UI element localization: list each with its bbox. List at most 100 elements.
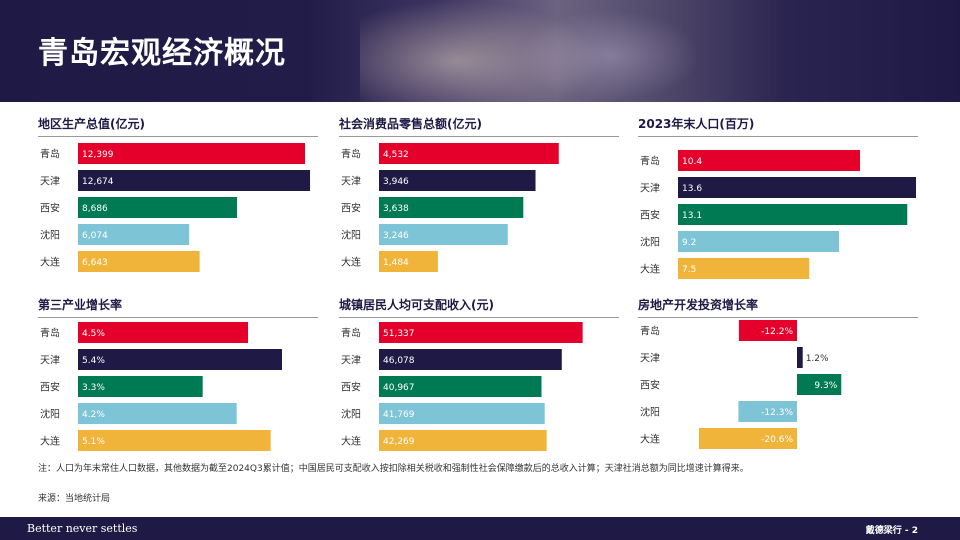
footnote: 注：人口为年末常住人口数据，其他数据为截至2024Q3累计值；中国居民可支配收入… <box>38 464 749 474</box>
data-label: 13.1 <box>682 211 702 221</box>
category-label: 西安 <box>40 381 60 394</box>
chart-population: 2023年末人口(百万) 青岛 10.4 天津 13.6 西安 13.1 沈阳 9.2 大连 7.… <box>638 115 918 280</box>
category-label: 西安 <box>640 379 660 392</box>
bar <box>678 177 916 198</box>
data-label: 4.2% <box>82 410 105 420</box>
bar <box>78 430 271 451</box>
bar <box>678 204 908 225</box>
category-label: 西安 <box>40 202 60 215</box>
category-label: 天津 <box>40 176 60 188</box>
chart-retail-sales: 社会消费品零售总额(亿元) 青岛 4,532 天津 3,946 西安 3,638 沈阳 3,2… <box>339 115 619 280</box>
bar <box>379 224 508 245</box>
category-label: 西安 <box>341 202 361 215</box>
data-label: 3,246 <box>383 231 409 241</box>
chart-plot: 青岛 4.5% 天津 5.4% 西安 3.3% 沈阳 4.2% 大连 5.1% <box>40 322 282 451</box>
chart-disposable-income: 城镇居民人均可支配收入(元) 青岛 51,337 天津 46,078 西安 40,967 沈… <box>339 296 619 461</box>
data-label: 46,078 <box>383 356 415 366</box>
data-label: 3,946 <box>383 177 409 187</box>
chart-plot: 青岛 51,337 天津 46,078 西安 40,967 沈阳 41,769 大连 42,269 <box>341 322 583 451</box>
data-label: 3.3% <box>82 383 105 393</box>
chart-tertiary-growth: 第三产业增长率 青岛 4.5% 天津 5.4% 西安 3.3% 沈阳 4.2% 大连 5.1% <box>38 296 318 461</box>
bar <box>678 231 839 252</box>
data-label: -20.6% <box>761 435 793 445</box>
category-label: 天津 <box>341 176 361 188</box>
chart-divider <box>38 136 318 137</box>
bar <box>678 150 860 171</box>
category-label: 沈阳 <box>341 229 361 242</box>
header-photo-overlay-2 <box>520 10 700 102</box>
footer-bar: Better never settles 戴德梁行 - 2 <box>0 517 960 540</box>
data-label: -12.3% <box>761 408 793 418</box>
chart-title: 2023年末人口(百万) <box>638 117 755 131</box>
bar <box>78 251 200 272</box>
chart-divider <box>38 317 318 318</box>
chart-title: 地区生产总值(亿元) <box>38 117 145 131</box>
brand-page-number: 戴德梁行 - 2 <box>865 526 918 536</box>
header-banner: 青岛宏观经济概况 <box>0 0 960 102</box>
chart-gdp: 地区生产总值(亿元) 青岛 12,399 天津 12,674 西安 8,686 沈阳 6,07… <box>38 115 318 280</box>
bar <box>78 197 238 218</box>
category-label: 天津 <box>40 355 60 367</box>
bar <box>379 403 545 424</box>
chart-title: 第三产业增长率 <box>38 298 123 312</box>
chart-divider <box>638 136 918 137</box>
chart-divider <box>638 317 918 318</box>
chart-plot: 青岛 10.4 天津 13.6 西安 13.1 沈阳 9.2 大连 7.5 <box>640 150 916 279</box>
bar <box>678 258 810 279</box>
chart-title: 城镇居民人均可支配收入(元) <box>339 298 494 312</box>
category-label: 天津 <box>341 355 361 367</box>
data-label: -12.2% <box>761 327 793 337</box>
category-label: 沈阳 <box>40 229 60 242</box>
bar <box>78 143 305 164</box>
category-label: 青岛 <box>341 327 361 340</box>
bar <box>78 170 311 191</box>
data-label: 6,643 <box>82 258 108 268</box>
category-label: 西安 <box>341 381 361 394</box>
data-label: 4.5% <box>82 329 105 339</box>
data-label: 12,674 <box>82 177 114 187</box>
chart-title: 房地产开发投资增长率 <box>638 298 759 312</box>
category-label: 沈阳 <box>640 236 660 249</box>
category-label: 大连 <box>640 433 660 446</box>
category-label: 天津 <box>640 353 660 365</box>
data-label: 9.2 <box>682 238 696 248</box>
category-label: 沈阳 <box>341 408 361 421</box>
chart-divider <box>339 136 619 137</box>
data-label: 6,074 <box>82 231 108 241</box>
source-note: 来源：当地统计局 <box>38 494 111 504</box>
data-label: 9.3% <box>814 381 837 391</box>
category-label: 青岛 <box>640 155 660 168</box>
chart-title: 社会消费品零售总额(亿元) <box>339 117 482 131</box>
category-label: 沈阳 <box>640 406 660 419</box>
bar <box>379 430 547 451</box>
data-label: 42,269 <box>383 437 415 447</box>
chart-plot: 青岛 4,532 天津 3,946 西安 3,638 沈阳 3,246 大连 1,484 <box>341 143 559 272</box>
data-label: 8,686 <box>82 204 108 214</box>
category-label: 大连 <box>341 435 361 448</box>
bar <box>738 401 797 422</box>
bar <box>379 376 542 397</box>
bar <box>78 376 203 397</box>
category-label: 沈阳 <box>40 408 60 421</box>
category-label: 青岛 <box>40 148 60 161</box>
bar <box>379 197 524 218</box>
bar <box>797 347 803 368</box>
category-label: 大连 <box>640 263 660 276</box>
bar <box>379 143 559 164</box>
chart-plot: 青岛 -12.2% 天津 1.2% 西安 9.3% 沈阳 -12.3% 大连 -20.6% <box>640 320 842 449</box>
data-label: 13.6 <box>682 184 702 194</box>
bar <box>379 349 562 370</box>
category-label: 大连 <box>40 435 60 448</box>
category-label: 青岛 <box>341 148 361 161</box>
data-label: 51,337 <box>383 329 415 339</box>
chart-divider <box>339 317 619 318</box>
data-label: 4,532 <box>383 150 409 160</box>
bar <box>797 374 842 395</box>
category-label: 西安 <box>640 209 660 222</box>
bar <box>379 322 583 343</box>
header-photo-overlay <box>360 0 600 102</box>
data-label: 12,399 <box>82 150 114 160</box>
chart-plot: 青岛 12,399 天津 12,674 西安 8,686 沈阳 6,074 大连 6,643 <box>40 143 311 272</box>
category-label: 青岛 <box>40 327 60 340</box>
bar <box>379 251 438 272</box>
